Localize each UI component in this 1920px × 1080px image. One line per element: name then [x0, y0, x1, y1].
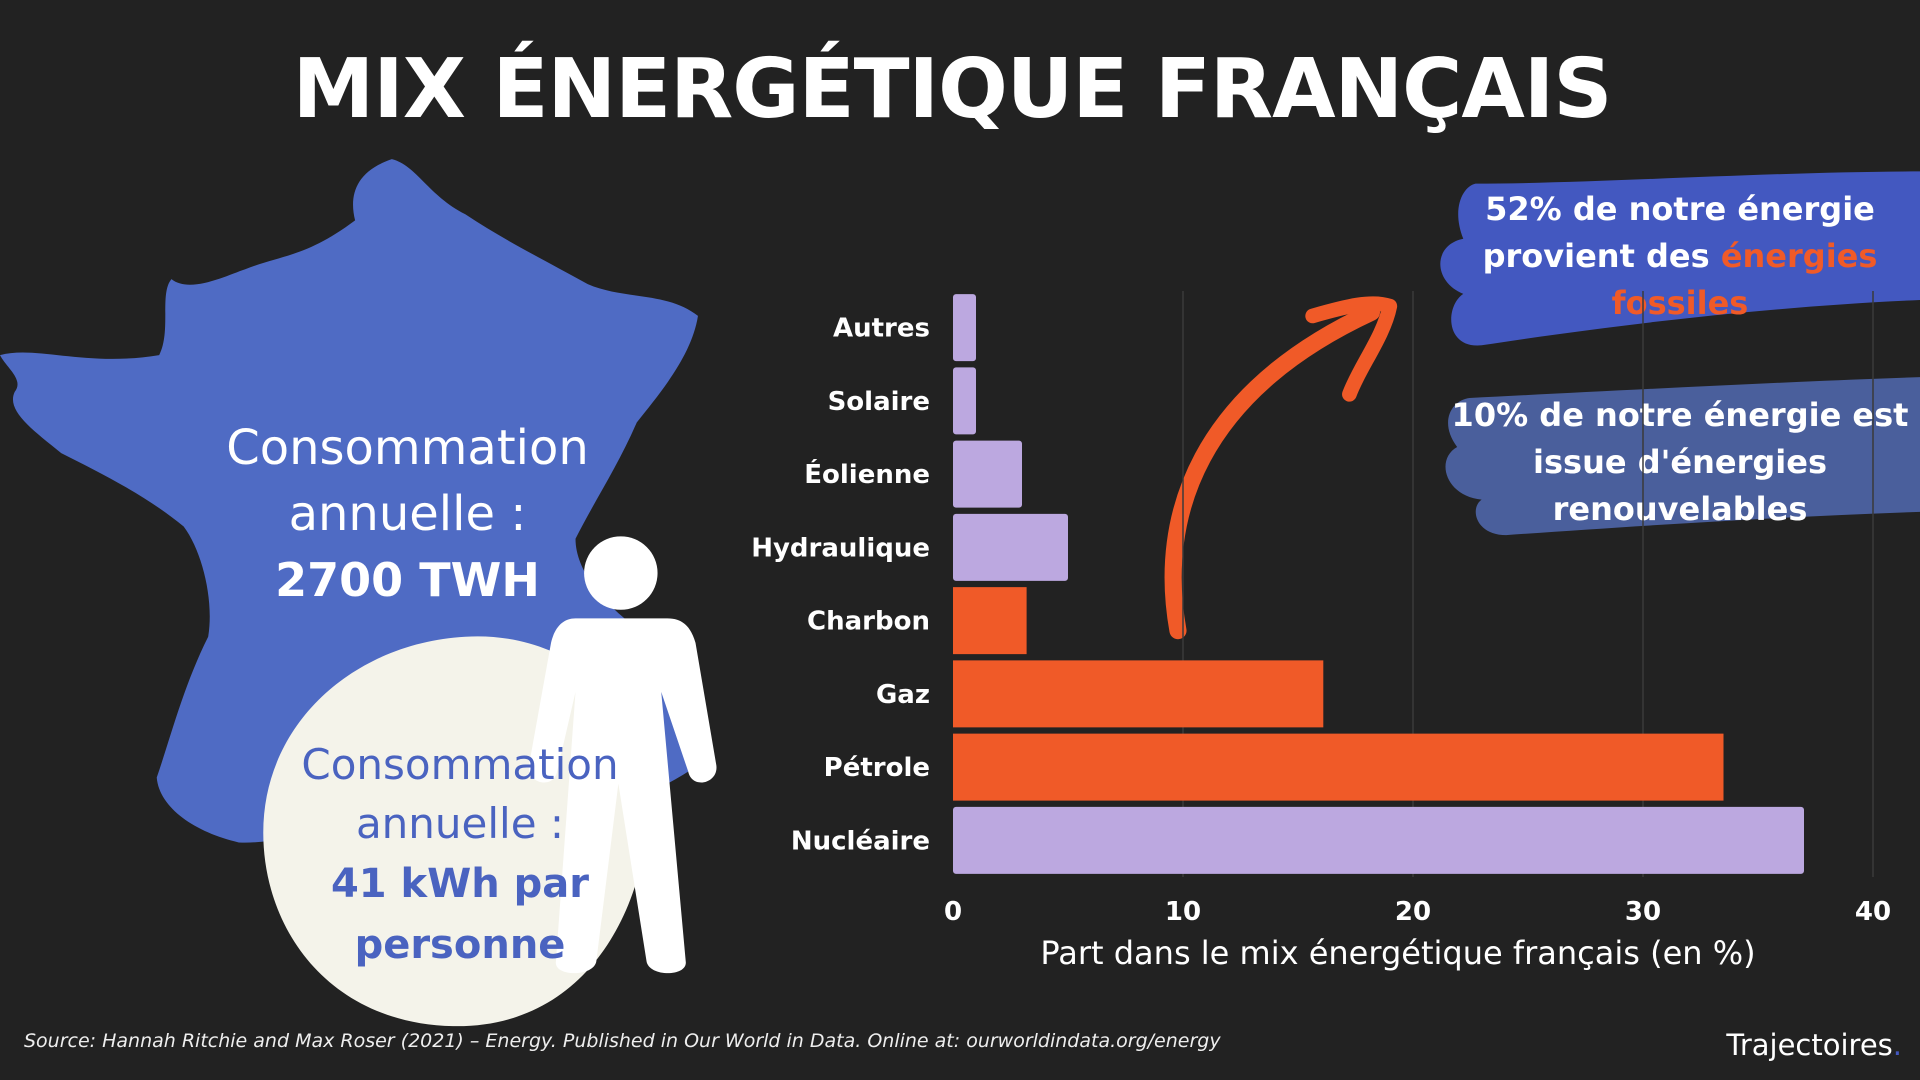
x-tick-label: 30	[1625, 897, 1661, 927]
person-label-2: annuelle :	[355, 799, 565, 848]
callout-fossil-line1: 52% de notre énergie	[1485, 190, 1875, 228]
callout-fossil-line2: provient des	[1482, 237, 1721, 275]
category-label: Éolienne	[804, 458, 930, 490]
category-label: Charbon	[807, 607, 930, 637]
bar-gaz	[953, 660, 1324, 728]
x-tick-label: 40	[1855, 897, 1891, 927]
bar-pétrole	[953, 733, 1724, 801]
brand-dot: .	[1892, 1028, 1902, 1062]
bar-charbon	[953, 587, 1027, 655]
bar-nucléaire	[953, 806, 1804, 874]
person-value-1: 41 kWh par	[330, 861, 590, 907]
callout-fossil-highlight-2: fossiles	[1611, 284, 1749, 322]
category-label: Pétrole	[824, 753, 930, 783]
bar-éolienne	[953, 440, 1022, 508]
person-value-2: personne	[354, 922, 566, 968]
callout-renewable-line1: 10% de notre énergie est	[1451, 396, 1909, 434]
x-axis-label: Part dans le mix énergétique français (e…	[1040, 934, 1755, 972]
country-label-1: Consommation	[226, 420, 589, 476]
category-label: Solaire	[828, 387, 930, 417]
person-icon	[528, 536, 717, 974]
bar-hydraulique	[953, 513, 1068, 581]
x-tick-label: 0	[944, 897, 962, 927]
callout-fossil: 52% de notre énergie provient des énergi…	[1470, 186, 1890, 327]
source-citation: Source: Hannah Ritchie and Max Roser (20…	[24, 1030, 1221, 1052]
person-consumption: Consommation annuelle : 41 kWh par perso…	[270, 735, 650, 975]
callout-renewable-line3: renouvelables	[1552, 490, 1808, 528]
x-tick-label: 10	[1165, 897, 1201, 927]
page-title: MIX ÉNERGÉTIQUE FRANÇAIS	[292, 42, 1613, 137]
callout-renewable-line2: issue d'énergies	[1533, 443, 1827, 481]
country-label-2: annuelle :	[288, 486, 527, 542]
bar-solaire	[953, 367, 976, 435]
country-consumption: Consommation annuelle : 2700 TWH	[170, 415, 645, 613]
brand-logo: Trajectoires.	[1726, 1028, 1902, 1062]
x-tick-label: 20	[1395, 897, 1431, 927]
curved-arrow-icon	[1164, 296, 1398, 640]
country-value: 2700 TWH	[275, 553, 540, 607]
callout-renewable: 10% de notre énergie est issue d'énergie…	[1450, 392, 1910, 533]
category-label: Autres	[833, 314, 930, 344]
brand-name: Trajectoires	[1726, 1028, 1893, 1062]
callout-renewable-shape	[1445, 377, 1920, 536]
callout-fossil-highlight: énergies	[1720, 237, 1878, 275]
person-label-1: Consommation	[301, 740, 619, 789]
category-label: Nucléaire	[791, 826, 930, 856]
category-label: Gaz	[876, 680, 930, 710]
bar-autres	[953, 294, 976, 362]
category-label: Hydraulique	[751, 533, 930, 563]
callout-fossil-shape	[1440, 171, 1920, 346]
